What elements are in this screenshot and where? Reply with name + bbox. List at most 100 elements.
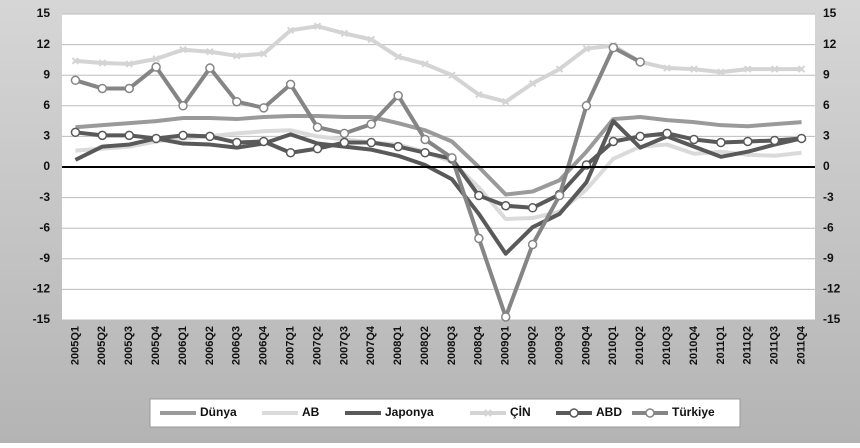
marker (474, 233, 484, 244)
marker (420, 147, 430, 158)
marker (743, 136, 753, 147)
marker (71, 57, 80, 65)
series-line (74, 45, 642, 319)
series-line (75, 24, 802, 104)
marker (663, 64, 671, 72)
marker (285, 79, 296, 90)
x-tick-label: 2011Q3 (769, 326, 781, 365)
marker (366, 119, 377, 129)
x-tick-label: 2011Q4 (795, 325, 807, 364)
marker (569, 408, 579, 418)
marker (527, 239, 538, 250)
marker (152, 55, 160, 63)
y2-tick-label: -6 (823, 220, 834, 234)
y2-tick-label: 15 (823, 6, 837, 20)
x-tick-label: 2007Q1 (284, 326, 296, 365)
x-tick-label: 2006Q3 (231, 326, 243, 365)
marker (313, 22, 322, 30)
marker (97, 83, 108, 94)
marker (796, 133, 807, 144)
marker (555, 65, 564, 73)
marker (393, 90, 403, 101)
marker (367, 35, 375, 44)
marker (151, 133, 161, 144)
x-tick-label: 2008Q1 (392, 326, 404, 365)
x-tick-label: 2007Q2 (311, 326, 323, 365)
y2-tick-label: 12 (823, 37, 837, 51)
x-tick-label: 2005Q3 (123, 326, 135, 365)
y2-tick-label: 0 (823, 159, 830, 173)
marker (179, 45, 187, 54)
marker (769, 135, 780, 146)
marker (744, 65, 752, 73)
marker (581, 101, 592, 111)
y-tick-label: 9 (43, 67, 50, 81)
marker (366, 137, 377, 148)
marker (205, 131, 215, 142)
y-tick-label: -9 (39, 251, 50, 265)
y2-tick-label: -3 (823, 190, 834, 204)
x-tick-label: 2005Q1 (69, 326, 81, 365)
x-tick-label: 2010Q2 (634, 326, 646, 365)
marker (475, 90, 483, 99)
y2-tick-label: 3 (823, 129, 830, 143)
marker (97, 130, 108, 141)
y2-tick-label: 6 (823, 98, 830, 112)
x-tick-label: 2010Q3 (661, 326, 673, 365)
marker (582, 44, 591, 53)
marker (312, 143, 323, 154)
marker (339, 128, 350, 139)
x-tick-label: 2006Q2 (204, 326, 216, 365)
marker (635, 57, 645, 67)
marker (502, 98, 510, 106)
x-tick-label: 2009Q4 (580, 325, 592, 365)
x-tick-label: 2005Q4 (150, 325, 162, 365)
marker (689, 134, 699, 145)
marker (554, 190, 565, 201)
marker (178, 130, 188, 141)
marker (797, 65, 806, 73)
x-tick-label: 2006Q1 (177, 326, 189, 365)
x-tick-label: 2006Q4 (258, 325, 270, 365)
x-tick-label: 2008Q4 (473, 325, 485, 365)
marker (500, 201, 511, 211)
marker (500, 312, 511, 322)
marker (608, 136, 619, 147)
marker (448, 71, 456, 79)
marker (206, 48, 214, 56)
x-tick-label: 2008Q2 (419, 326, 431, 365)
marker (420, 134, 430, 145)
marker (394, 53, 402, 61)
marker (690, 65, 698, 73)
marker (124, 130, 134, 141)
x-tick-label: 2011Q2 (742, 326, 754, 365)
marker (259, 50, 268, 58)
legend-label: Türkiye (672, 405, 715, 419)
legend-label: ÇİN (510, 404, 531, 419)
marker (645, 408, 655, 418)
marker (124, 83, 134, 94)
y-tick-label: 0 (43, 159, 50, 173)
legend-label: Japonya (385, 405, 434, 419)
marker (312, 122, 323, 132)
marker (635, 131, 645, 142)
marker (447, 153, 457, 163)
y-tick-label: -15 (33, 312, 51, 326)
x-tick-label: 2007Q3 (338, 326, 350, 365)
y-tick-label: 15 (37, 6, 51, 20)
marker (258, 103, 269, 113)
legend-label: Dünya (200, 405, 237, 419)
marker (484, 409, 492, 417)
marker (125, 60, 133, 68)
x-tick-label: 2010Q4 (688, 325, 700, 365)
marker (340, 29, 349, 38)
x-tick-label: 2009Q1 (500, 326, 512, 365)
y-tick-label: -6 (39, 220, 50, 234)
y-tick-label: -3 (39, 190, 50, 204)
series-line (74, 119, 802, 256)
marker (233, 52, 241, 60)
marker (393, 141, 403, 152)
y2-tick-label: -9 (823, 251, 834, 265)
y2-tick-label: -15 (823, 312, 841, 326)
